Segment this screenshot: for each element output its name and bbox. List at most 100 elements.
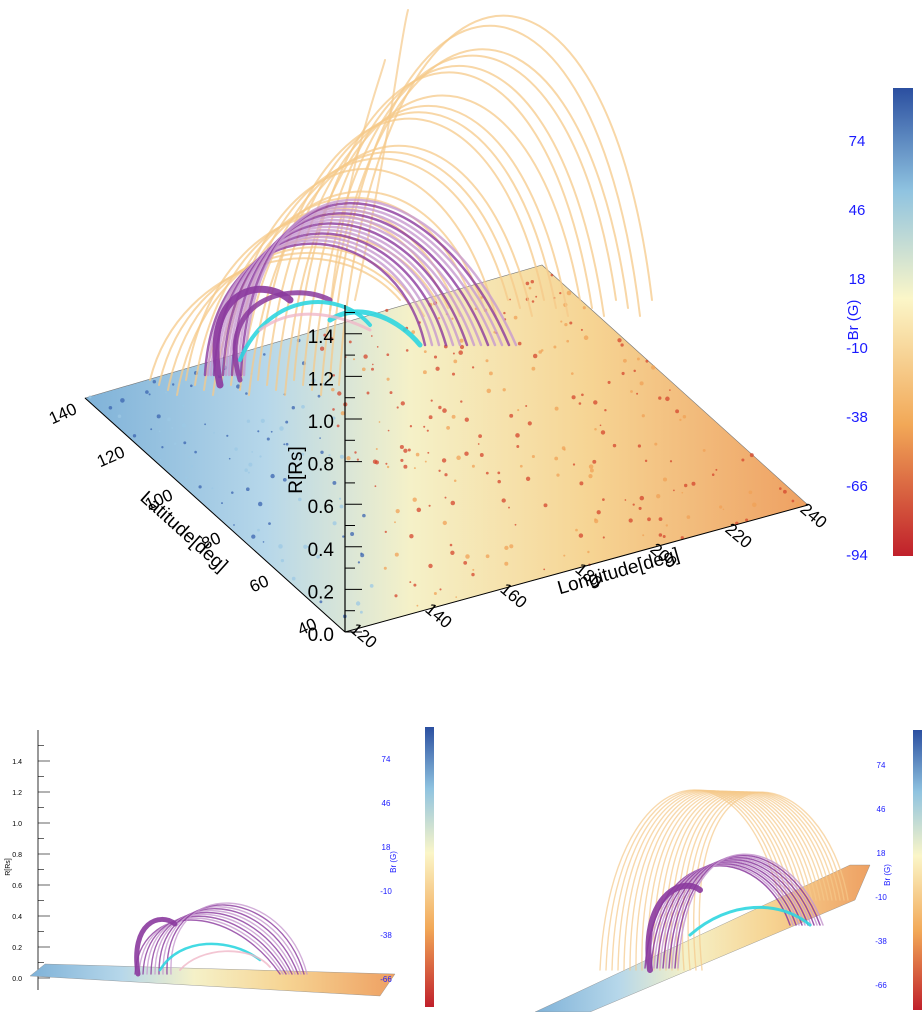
polarity-spot [359,610,363,614]
polarity-spot [514,523,517,526]
polarity-spot [438,469,441,472]
polarity-spot [745,518,749,522]
polarity-spot [582,306,586,310]
polarity-spot [221,502,223,505]
polarity-spot [471,572,475,577]
polarity-spot [158,430,161,433]
polarity-spot [560,320,563,323]
polarity-spot [354,451,357,454]
polarity-spot [348,340,352,344]
polarity-spot [622,358,627,363]
field-line [166,904,305,975]
polarity-spot [624,499,627,501]
polarity-spot [531,300,535,303]
polarity-spot [588,474,593,479]
polarity-spot [517,341,522,346]
side-magnetogram-plane [29,963,396,997]
field-line [230,212,490,377]
polarity-spot [352,358,356,361]
polarity-spot [519,464,523,468]
polarity-spot [550,273,554,277]
polarity-spot [502,388,506,392]
polarity-spot [245,392,248,395]
polarity-spot [504,545,509,551]
polarity-spot [669,389,671,391]
polarity-spot [182,404,185,407]
polarity-spot [669,460,673,463]
polarity-spot [198,485,202,489]
polarity-spot [412,497,417,502]
polarity-spot [578,533,584,538]
field-line [665,857,812,969]
polarity-spot [371,363,374,366]
polarity-spot [604,408,607,412]
field-line [154,910,296,975]
oblique-colorbar-tick-label: -38 [875,937,887,946]
polarity-spot [673,489,675,492]
polarity-spot [283,443,286,446]
polarity-spot [444,473,448,477]
polarity-spot [184,476,188,479]
polarity-spot [407,448,411,452]
polarity-spot [317,394,321,398]
field-lines [149,9,653,396]
polarity-spot [554,406,559,411]
polarity-spot [247,471,250,474]
polarity-spot [791,499,795,503]
polarity-spot [190,384,193,388]
polarity-spot [607,380,611,384]
polarity-spot [639,381,644,386]
polarity-spot [531,366,536,371]
polarity-spot [291,576,296,581]
polarity-spot [485,554,490,559]
field-line [239,151,521,391]
field-line [232,290,333,383]
polarity-spot [691,481,696,486]
side-radius-ticks: 0.0 0.2 0.4 0.6 0.8 1.0 1.2 1.4 [12,745,50,983]
polarity-spot [378,421,381,423]
polarity-spot [602,498,605,501]
polarity-spot [384,530,387,534]
field-line [656,860,803,969]
polarity-spot [394,552,399,557]
polarity-spot [161,446,164,449]
polarity-spot [752,502,757,508]
field-line [641,790,809,971]
polarity-spot [213,431,215,434]
polarity-spot [173,442,177,446]
polarity-spot [424,460,427,463]
field-line [653,862,800,969]
polarity-spot [257,501,263,507]
polarity-spot [460,400,463,403]
latitude-tick-label: 140 [46,399,80,428]
side-radius-tick-label: 0.2 [12,945,22,952]
polarity-spot [621,371,625,376]
polarity-spot [581,393,584,397]
polarity-spot [525,476,531,481]
oblique-colorbar-tick-label: -66 [875,981,887,990]
polarity-spot [503,311,506,315]
polarity-spot [427,451,430,454]
radius-axis-title: R[Rs] [286,446,307,494]
field-line [329,59,386,311]
polarity-spot [594,428,597,431]
field-line [134,919,281,975]
polarity-spot [779,487,782,490]
polarity-spot [428,415,433,420]
side-radius-tick-label: 1.4 [12,759,22,766]
side-radius-tick-label: 0.0 [12,976,22,983]
polarity-spot [385,462,388,465]
polarity-spot [357,561,361,564]
field-line [662,858,809,969]
polarity-spot [472,568,475,571]
field-line [138,917,284,975]
polarity-spot [633,369,636,373]
polarity-spot [592,459,597,464]
polarity-spot [563,554,566,557]
polarity-spot [234,447,238,451]
polarity-spot [682,414,687,419]
polarity-spot [593,400,598,405]
polarity-spot [588,464,594,469]
field-line [221,222,469,377]
longitude-axis-line [344,504,809,633]
